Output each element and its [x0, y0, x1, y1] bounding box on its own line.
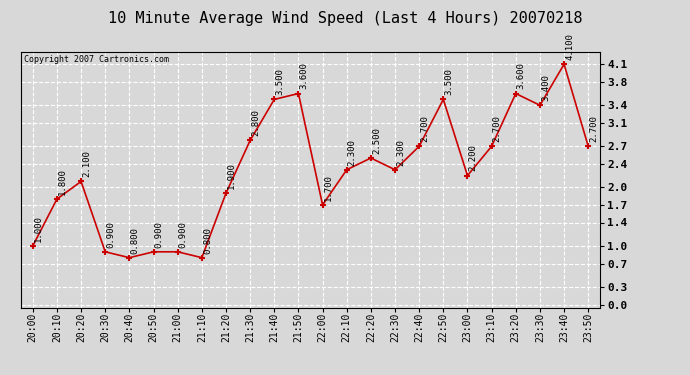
Text: 1.000: 1.000	[34, 215, 43, 242]
Text: 2.300: 2.300	[348, 139, 357, 166]
Text: 2.500: 2.500	[372, 127, 381, 154]
Text: 10 Minute Average Wind Speed (Last 4 Hours) 20070218: 10 Minute Average Wind Speed (Last 4 Hou…	[108, 11, 582, 26]
Text: 3.500: 3.500	[444, 68, 453, 95]
Text: 0.900: 0.900	[155, 221, 164, 248]
Text: 3.400: 3.400	[541, 74, 550, 101]
Text: 1.900: 1.900	[227, 162, 236, 189]
Text: 2.200: 2.200	[469, 144, 477, 171]
Text: 0.800: 0.800	[130, 226, 139, 254]
Text: 0.900: 0.900	[179, 221, 188, 248]
Text: 2.700: 2.700	[420, 115, 429, 142]
Text: Copyright 2007 Cartronics.com: Copyright 2007 Cartronics.com	[23, 55, 168, 64]
Text: 0.900: 0.900	[106, 221, 115, 248]
Text: 3.500: 3.500	[275, 68, 284, 95]
Text: 0.800: 0.800	[203, 226, 212, 254]
Text: 1.800: 1.800	[58, 168, 67, 195]
Text: 2.100: 2.100	[82, 150, 91, 177]
Text: 2.700: 2.700	[589, 115, 598, 142]
Text: 1.700: 1.700	[324, 174, 333, 201]
Text: 3.600: 3.600	[299, 63, 308, 89]
Text: 2.300: 2.300	[396, 139, 405, 166]
Text: 3.600: 3.600	[517, 63, 526, 89]
Text: 4.100: 4.100	[565, 33, 574, 60]
Text: 2.700: 2.700	[493, 115, 502, 142]
Text: 2.800: 2.800	[251, 110, 260, 136]
